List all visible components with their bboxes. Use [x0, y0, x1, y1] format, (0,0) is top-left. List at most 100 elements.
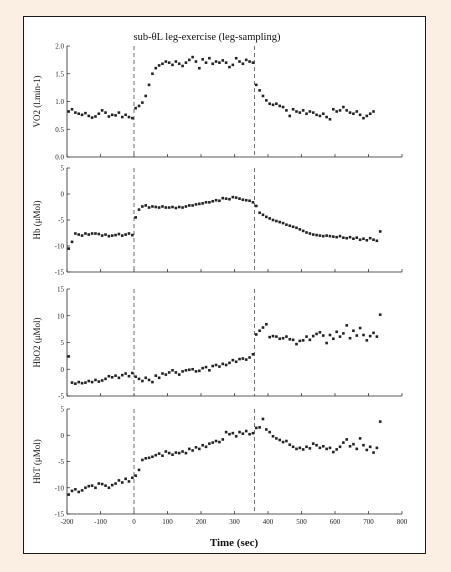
data-point	[187, 58, 191, 62]
data-point	[238, 430, 241, 434]
data-point	[154, 66, 158, 70]
x-tick-label: 500	[296, 518, 307, 526]
data-point	[157, 206, 161, 209]
data-point	[94, 232, 97, 235]
data-point	[134, 216, 137, 219]
y-tick-label: 5	[61, 165, 65, 173]
data-point	[345, 438, 349, 441]
data-point	[141, 458, 144, 462]
data-point	[234, 435, 238, 438]
data-point	[214, 439, 218, 443]
data-point	[368, 334, 372, 338]
data-point	[258, 426, 261, 429]
data-point	[325, 115, 328, 119]
data-point	[342, 332, 345, 335]
data-point	[258, 89, 261, 92]
data-point	[124, 113, 127, 117]
data-point	[184, 369, 188, 372]
data-point	[305, 335, 308, 338]
data-point	[204, 365, 208, 369]
x-tick-label: 0	[132, 518, 136, 526]
data-point	[254, 204, 258, 208]
data-point	[338, 234, 342, 238]
y-tick-label: 2.0	[55, 43, 64, 51]
data-point	[174, 60, 178, 63]
data-point	[114, 482, 117, 485]
data-point	[315, 233, 318, 237]
x-tick-label: -100	[94, 518, 107, 526]
data-point	[248, 60, 251, 63]
data-point	[141, 205, 144, 208]
data-point	[194, 60, 198, 63]
data-point	[147, 456, 151, 460]
data-point	[224, 197, 228, 200]
data-point	[291, 107, 295, 111]
data-point	[342, 441, 345, 444]
data-point	[372, 331, 375, 335]
data-point	[315, 443, 318, 447]
data-point	[144, 376, 148, 380]
data-point	[288, 337, 292, 341]
data-point	[328, 446, 332, 450]
data-point	[137, 377, 141, 381]
data-point	[352, 237, 355, 241]
data-point	[84, 232, 87, 235]
data-point	[278, 104, 282, 108]
data-point	[218, 365, 221, 368]
data-point	[298, 446, 302, 450]
data-point	[151, 455, 154, 459]
data-point	[90, 232, 94, 235]
data-point	[278, 337, 282, 341]
data-point	[187, 368, 191, 372]
data-point	[311, 111, 315, 114]
data-point	[191, 204, 194, 207]
data-point	[218, 199, 221, 203]
data-point	[258, 329, 261, 333]
data-point	[94, 115, 97, 118]
data-point	[171, 453, 174, 456]
data-point	[117, 232, 121, 236]
data-point	[204, 61, 208, 64]
data-point	[97, 380, 101, 383]
data-point	[214, 60, 218, 63]
data-point	[208, 201, 211, 204]
x-tick-label: 300	[229, 518, 240, 526]
data-point	[224, 61, 228, 64]
data-point	[208, 56, 211, 60]
data-point	[77, 233, 81, 236]
data-point	[365, 238, 369, 242]
data-point	[198, 202, 201, 206]
data-point	[184, 61, 188, 64]
data-point	[241, 62, 245, 66]
data-point	[97, 112, 101, 116]
data-point	[368, 445, 372, 449]
data-point	[137, 104, 141, 108]
data-point	[117, 111, 121, 114]
data-point	[285, 109, 288, 112]
data-point	[278, 438, 282, 442]
data-point	[161, 372, 164, 375]
data-point	[177, 451, 181, 455]
data-point	[74, 232, 77, 235]
data-point	[241, 198, 245, 202]
data-point	[234, 360, 238, 364]
data-point	[161, 454, 164, 458]
data-point	[285, 335, 288, 338]
data-point	[191, 367, 194, 371]
data-point	[308, 447, 312, 450]
data-point	[281, 336, 285, 340]
figure-frame	[23, 16, 426, 554]
data-point	[107, 374, 111, 378]
data-point	[288, 443, 292, 446]
data-point	[141, 101, 144, 104]
data-point	[124, 233, 127, 236]
data-point	[244, 198, 248, 202]
data-point	[265, 323, 268, 326]
data-point	[70, 381, 74, 384]
x-tick-label: 800	[397, 518, 408, 526]
y-tick-label: 10	[57, 312, 65, 320]
data-point	[288, 114, 292, 118]
data-point	[154, 205, 158, 209]
data-point	[348, 111, 352, 114]
data-point	[358, 326, 362, 330]
